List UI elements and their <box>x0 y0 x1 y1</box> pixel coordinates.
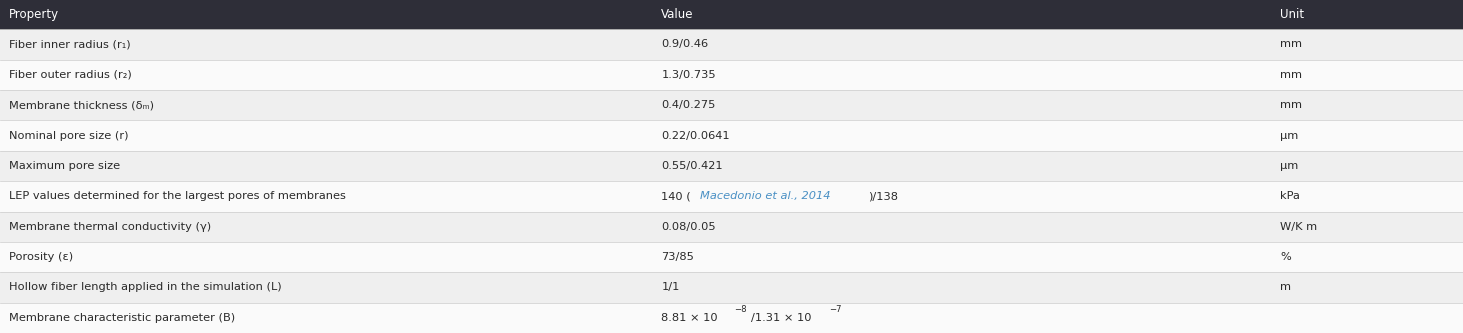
Text: 8.81 × 10: 8.81 × 10 <box>661 313 718 323</box>
Text: mm: mm <box>1280 70 1302 80</box>
Text: −8: −8 <box>734 305 748 314</box>
Text: LEP values determined for the largest pores of membranes: LEP values determined for the largest po… <box>9 191 345 201</box>
Bar <box>0 29 1463 60</box>
Text: 0.08/0.05: 0.08/0.05 <box>661 222 715 232</box>
Text: 0.22/0.0641: 0.22/0.0641 <box>661 131 730 141</box>
Text: )/138: )/138 <box>868 191 898 201</box>
Text: Nominal pore size (r): Nominal pore size (r) <box>9 131 129 141</box>
Bar <box>0 242 1463 272</box>
Text: W/K m: W/K m <box>1280 222 1317 232</box>
Text: mm: mm <box>1280 100 1302 110</box>
Text: Fiber inner radius (r₁): Fiber inner radius (r₁) <box>9 40 130 50</box>
Text: Property: Property <box>9 8 59 21</box>
Text: 1/1: 1/1 <box>661 282 680 292</box>
Bar <box>0 0 1463 29</box>
Text: 0.4/0.275: 0.4/0.275 <box>661 100 715 110</box>
Text: Maximum pore size: Maximum pore size <box>9 161 120 171</box>
Text: Membrane thermal conductivity (γ): Membrane thermal conductivity (γ) <box>9 222 211 232</box>
Text: μm: μm <box>1280 161 1298 171</box>
Text: Membrane characteristic parameter (B): Membrane characteristic parameter (B) <box>9 313 236 323</box>
Bar <box>0 181 1463 211</box>
Text: %: % <box>1280 252 1290 262</box>
Text: 73/85: 73/85 <box>661 252 693 262</box>
Text: 0.9/0.46: 0.9/0.46 <box>661 40 708 50</box>
Text: Fiber outer radius (r₂): Fiber outer radius (r₂) <box>9 70 132 80</box>
Text: 140 (: 140 ( <box>661 191 691 201</box>
Bar <box>0 60 1463 90</box>
Text: mm: mm <box>1280 40 1302 50</box>
Bar <box>0 211 1463 242</box>
Bar <box>0 303 1463 333</box>
Text: Membrane thickness (δₘ): Membrane thickness (δₘ) <box>9 100 154 110</box>
Text: m: m <box>1280 282 1292 292</box>
Text: Unit: Unit <box>1280 8 1304 21</box>
Text: 0.55/0.421: 0.55/0.421 <box>661 161 723 171</box>
Bar <box>0 121 1463 151</box>
Bar <box>0 272 1463 303</box>
Text: −7: −7 <box>828 305 841 314</box>
Bar <box>0 151 1463 181</box>
Text: kPa: kPa <box>1280 191 1301 201</box>
Text: /1.31 × 10: /1.31 × 10 <box>751 313 811 323</box>
Bar <box>0 90 1463 121</box>
Text: Value: Value <box>661 8 693 21</box>
Text: Hollow fiber length applied in the simulation (L): Hollow fiber length applied in the simul… <box>9 282 281 292</box>
Text: 1.3/0.735: 1.3/0.735 <box>661 70 715 80</box>
Text: μm: μm <box>1280 131 1298 141</box>
Text: Macedonio et al., 2014: Macedonio et al., 2014 <box>699 191 830 201</box>
Text: Porosity (ε): Porosity (ε) <box>9 252 73 262</box>
